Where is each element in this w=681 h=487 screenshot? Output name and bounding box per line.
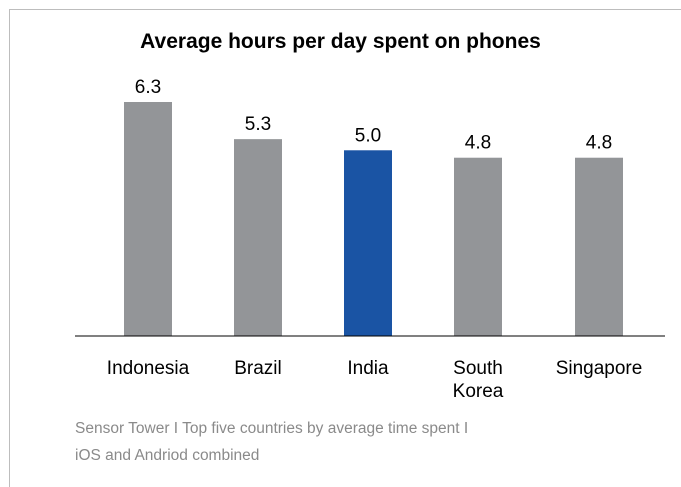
source-line-1: Sensor Tower I Top five countries by ave… xyxy=(75,420,469,437)
bar-brazil xyxy=(234,139,282,336)
data-label: 5.3 xyxy=(245,114,271,135)
bar-south-korea xyxy=(454,157,502,336)
data-label: 4.8 xyxy=(586,133,612,154)
data-label: 5.0 xyxy=(355,125,381,146)
x-tick-label: Brazil xyxy=(234,358,282,379)
source-note: Sensor Tower I Top five countries by ave… xyxy=(75,415,595,469)
source-line-2: iOS and Andriod combined xyxy=(75,447,260,464)
data-label: 6.3 xyxy=(135,77,161,98)
bar-india xyxy=(344,150,392,336)
chart-frame xyxy=(9,9,681,487)
bar-indonesia xyxy=(124,102,172,336)
x-tick-label: Indonesia xyxy=(107,358,190,379)
bar-chart: 6.3 Indonesia 5.3 Brazil 5.0 India 4.8 South Kor… xyxy=(75,77,665,402)
chart-title: Average hours per day spent on phones xyxy=(140,30,541,53)
data-label: 4.8 xyxy=(465,133,491,154)
x-tick-label: South Korea xyxy=(453,358,504,402)
x-tick-label: India xyxy=(347,358,389,379)
bar-singapore xyxy=(575,157,623,336)
x-tick-label: Singapore xyxy=(556,358,643,379)
